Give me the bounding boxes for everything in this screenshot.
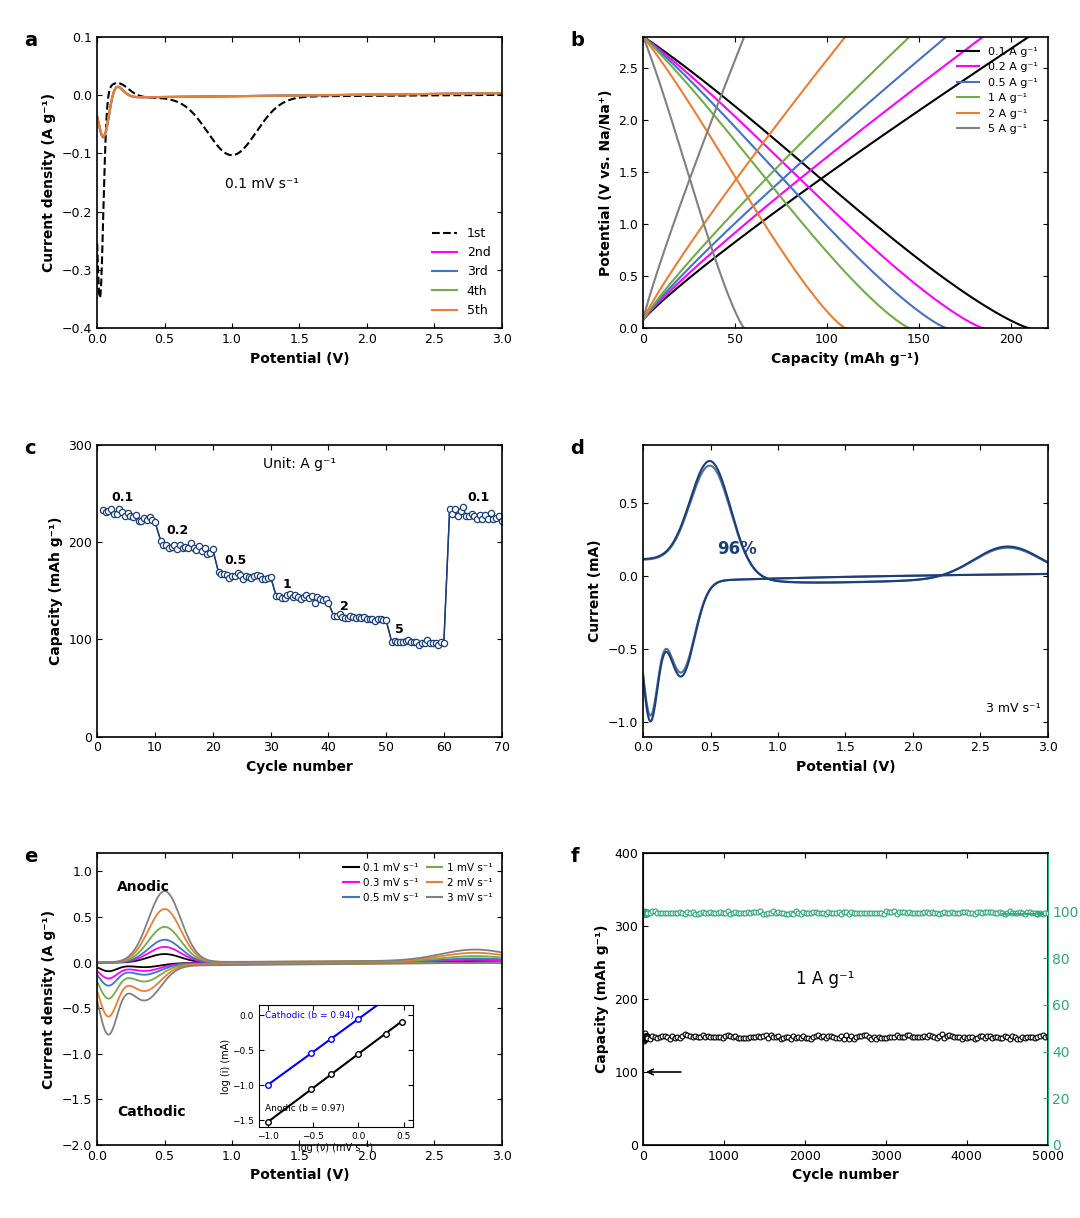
1st xyxy=(407,88,420,102)
Y-axis label: Current density (A g⁻¹): Current density (A g⁻¹) xyxy=(42,93,56,272)
2nd xyxy=(369,88,382,102)
Text: 1: 1 xyxy=(282,577,291,591)
2nd xyxy=(133,90,146,105)
X-axis label: Potential (V): Potential (V) xyxy=(796,760,895,773)
1st xyxy=(414,88,427,102)
4th xyxy=(255,89,268,104)
1st xyxy=(270,100,283,114)
3rd xyxy=(97,129,110,144)
Text: c: c xyxy=(25,438,36,458)
3rd xyxy=(133,90,146,105)
1st xyxy=(91,236,104,251)
Text: a: a xyxy=(25,30,38,50)
2nd xyxy=(111,79,124,94)
Text: 96%: 96% xyxy=(717,541,757,558)
5th xyxy=(495,86,508,101)
3rd xyxy=(369,88,382,102)
Text: 3 mV s⁻¹: 3 mV s⁻¹ xyxy=(986,702,1041,715)
Text: 0.1 mV s⁻¹: 0.1 mV s⁻¹ xyxy=(226,177,299,191)
4th xyxy=(133,90,146,105)
Text: b: b xyxy=(570,30,584,50)
4th xyxy=(97,129,110,144)
Line: 4th: 4th xyxy=(97,86,501,136)
3rd xyxy=(407,86,420,101)
3rd xyxy=(495,85,508,100)
X-axis label: Cycle number: Cycle number xyxy=(246,760,353,773)
5th xyxy=(407,86,420,101)
3rd xyxy=(414,86,427,101)
Legend: 0.1 A g⁻¹, 0.2 A g⁻¹, 0.5 A g⁻¹, 1 A g⁻¹, 2 A g⁻¹, 5 A g⁻¹: 0.1 A g⁻¹, 0.2 A g⁻¹, 0.5 A g⁻¹, 1 A g⁻¹… xyxy=(953,43,1042,139)
1st xyxy=(133,89,146,104)
Y-axis label: Potential (V vs. Na/Na⁺): Potential (V vs. Na/Na⁺) xyxy=(598,89,612,275)
Y-axis label: Current density (A g⁻¹): Current density (A g⁻¹) xyxy=(42,910,56,1089)
2nd xyxy=(255,89,268,104)
Line: 2nd: 2nd xyxy=(97,86,501,138)
2nd xyxy=(414,86,427,101)
5th xyxy=(270,89,283,104)
4th xyxy=(270,89,283,104)
4th xyxy=(91,110,104,124)
3rd xyxy=(111,79,124,94)
4th xyxy=(407,86,420,101)
1st xyxy=(495,88,508,102)
2nd xyxy=(91,110,104,124)
5th xyxy=(255,89,268,104)
Legend: 1st, 2nd, 3rd, 4th, 5th: 1st, 2nd, 3rd, 4th, 5th xyxy=(427,222,496,322)
Y-axis label: Capacity (mAh g⁻¹): Capacity (mAh g⁻¹) xyxy=(595,924,609,1073)
1st xyxy=(94,291,107,306)
3rd xyxy=(255,89,268,104)
Text: 2: 2 xyxy=(340,600,349,613)
X-axis label: Potential (V): Potential (V) xyxy=(249,352,349,365)
Text: e: e xyxy=(25,848,38,866)
Text: 1 A g⁻¹: 1 A g⁻¹ xyxy=(796,971,854,989)
X-axis label: Cycle number: Cycle number xyxy=(792,1168,899,1183)
4th xyxy=(495,85,508,100)
5th xyxy=(111,79,124,94)
3rd xyxy=(270,89,283,104)
Y-axis label: Capacity (mAh g⁻¹): Capacity (mAh g⁻¹) xyxy=(49,516,63,665)
5th xyxy=(369,88,382,102)
1st xyxy=(255,117,268,132)
Line: 5th: 5th xyxy=(97,86,501,136)
2nd xyxy=(407,86,420,101)
3rd xyxy=(91,110,104,124)
5th xyxy=(414,86,427,101)
4th xyxy=(369,88,382,102)
Text: 0.5: 0.5 xyxy=(225,553,246,566)
Text: f: f xyxy=(570,848,579,866)
X-axis label: Capacity (mAh g⁻¹): Capacity (mAh g⁻¹) xyxy=(771,352,920,365)
X-axis label: Potential (V): Potential (V) xyxy=(249,1168,349,1183)
Text: Unit: A g⁻¹: Unit: A g⁻¹ xyxy=(262,457,336,471)
4th xyxy=(111,79,124,94)
1st xyxy=(111,76,124,90)
2nd xyxy=(495,85,508,100)
5th xyxy=(97,129,110,144)
2nd xyxy=(270,89,283,104)
1st xyxy=(369,89,382,104)
Text: Anodic: Anodic xyxy=(118,881,171,894)
Text: 0.1: 0.1 xyxy=(111,491,134,504)
Text: d: d xyxy=(570,438,584,458)
2nd xyxy=(97,130,110,145)
5th xyxy=(91,110,104,124)
Line: 3rd: 3rd xyxy=(97,86,501,136)
5th xyxy=(133,90,146,105)
Text: Cathodic: Cathodic xyxy=(118,1105,186,1119)
Legend: 0.1 mV s⁻¹, 0.3 mV s⁻¹, 0.5 mV s⁻¹, 1 mV s⁻¹, 2 mV s⁻¹, 3 mV s⁻¹: 0.1 mV s⁻¹, 0.3 mV s⁻¹, 0.5 mV s⁻¹, 1 mV… xyxy=(339,859,497,907)
Text: 0.2: 0.2 xyxy=(166,524,189,537)
Line: 1st: 1st xyxy=(97,83,501,298)
Text: 5: 5 xyxy=(395,622,404,636)
Y-axis label: Current (mA): Current (mA) xyxy=(589,540,603,642)
4th xyxy=(414,86,427,101)
Text: 0.1: 0.1 xyxy=(467,491,489,504)
